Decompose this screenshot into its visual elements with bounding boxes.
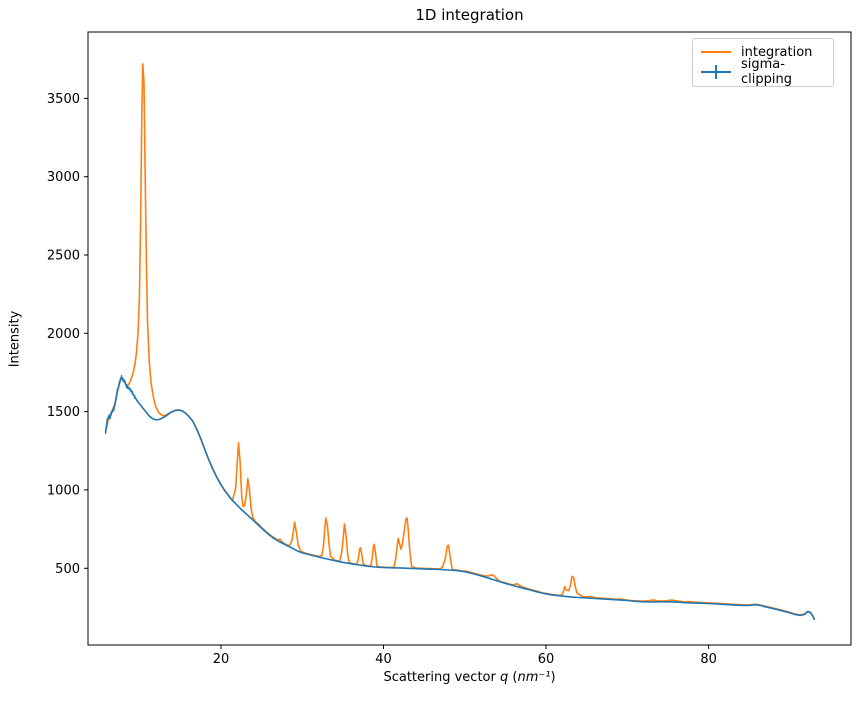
y-tick-label: 1000 xyxy=(47,483,80,498)
y-tick-label: 1500 xyxy=(47,405,80,420)
x-tick-label: 60 xyxy=(538,652,555,667)
y-tick-label: 2000 xyxy=(47,327,80,342)
x-axis-label-part: ) xyxy=(550,670,556,685)
chart-title: 1D integration xyxy=(415,6,524,24)
axes-spines xyxy=(87,31,852,646)
x-axis-label-part: ⁻¹ xyxy=(538,670,551,685)
x-axis-label-part: nm xyxy=(517,670,539,685)
legend-label-sigma-clipping: sigma-clipping xyxy=(741,57,792,87)
y-tick-label: 3000 xyxy=(47,170,80,185)
integration-line-sample xyxy=(701,51,731,53)
y-tick-label: 2500 xyxy=(47,249,80,264)
legend-item-integration: integration xyxy=(699,42,827,62)
x-tick-label: 40 xyxy=(375,652,392,667)
y-axis-label: Intensity xyxy=(7,310,23,368)
integration-line xyxy=(104,63,816,620)
sigma-clipping-line xyxy=(104,376,816,621)
x-tick-label: 20 xyxy=(213,652,230,667)
y-tick-label: 500 xyxy=(55,562,80,577)
x-axis-label-part: q xyxy=(499,670,509,685)
sigma-clipping-errorbar-sample xyxy=(701,65,731,79)
legend-label-integration: integration xyxy=(741,44,813,60)
legend-item-sigma-clipping: sigma-clipping xyxy=(699,57,827,87)
y-tick-label: 3500 xyxy=(47,92,80,107)
x-axis-label-part: Scattering vector xyxy=(383,670,500,685)
x-axis-label-part: ( xyxy=(508,670,518,685)
legend: integration sigma-clipping xyxy=(692,38,834,87)
x-tick-label: 80 xyxy=(700,652,717,667)
x-axis-label: Scattering vector q (nm⁻¹) xyxy=(88,670,851,685)
